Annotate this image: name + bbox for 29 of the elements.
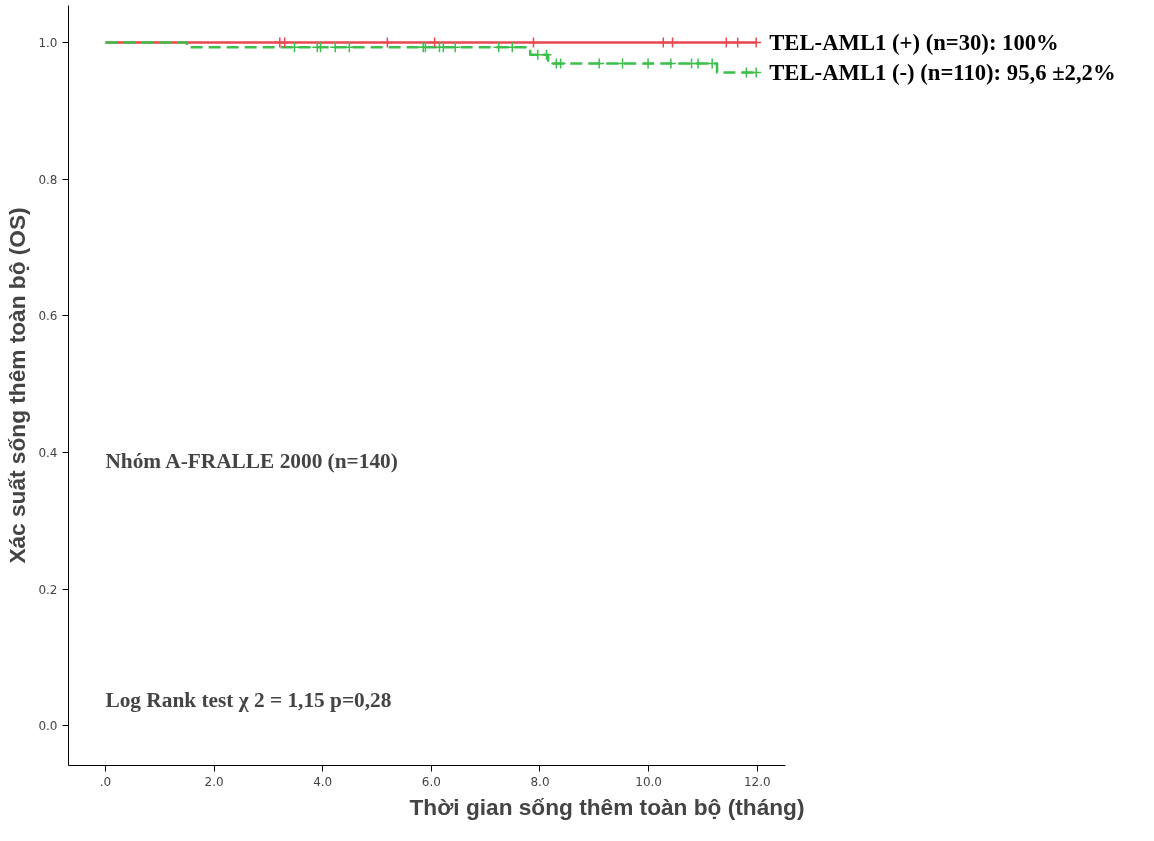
x-tick-label: 2.0 — [204, 774, 224, 789]
annotation: Nhóm A-FRALLE 2000 (n=140) — [105, 448, 398, 473]
point — [665, 57, 677, 70]
y-tick-label: 1.0 — [38, 35, 58, 50]
x-tick-label: 8.0 — [530, 774, 550, 789]
series-label: TEL-AML1 (-) (n=110): 95,6 ±2,2% — [769, 59, 1116, 85]
point — [540, 48, 553, 61]
x-tick-label: 10.0 — [635, 774, 662, 789]
point — [706, 57, 718, 70]
x-tick-label: .0 — [99, 774, 112, 789]
annotation: Log Rank test χ 2 = 1,15 p=0,28 — [105, 688, 392, 713]
point — [750, 66, 762, 79]
x-tick-label: 6.0 — [421, 774, 441, 789]
x-axis-title: Thời gian sống thêm toàn bộ (tháng) — [409, 793, 805, 820]
point — [527, 36, 540, 49]
point — [750, 36, 762, 49]
x-tick-label: 4.0 — [313, 774, 333, 789]
point — [692, 57, 704, 70]
point — [593, 57, 605, 70]
y-tick-label: 0.2 — [38, 582, 58, 597]
y-tick-label: 0.6 — [38, 309, 58, 324]
y-axis-title: Xác suất sống thêm toàn bộ (OS) — [4, 207, 31, 564]
x-tick-label: 12.0 — [743, 774, 771, 789]
y-tick-label: 0.0 — [38, 719, 58, 734]
point — [616, 57, 629, 70]
y-tick-label: 0.4 — [38, 445, 58, 460]
y-tick-label: 0.8 — [38, 172, 58, 187]
series-label: TEL-AML1 (+) (n=30): 100% — [769, 29, 1059, 55]
point — [642, 57, 654, 70]
